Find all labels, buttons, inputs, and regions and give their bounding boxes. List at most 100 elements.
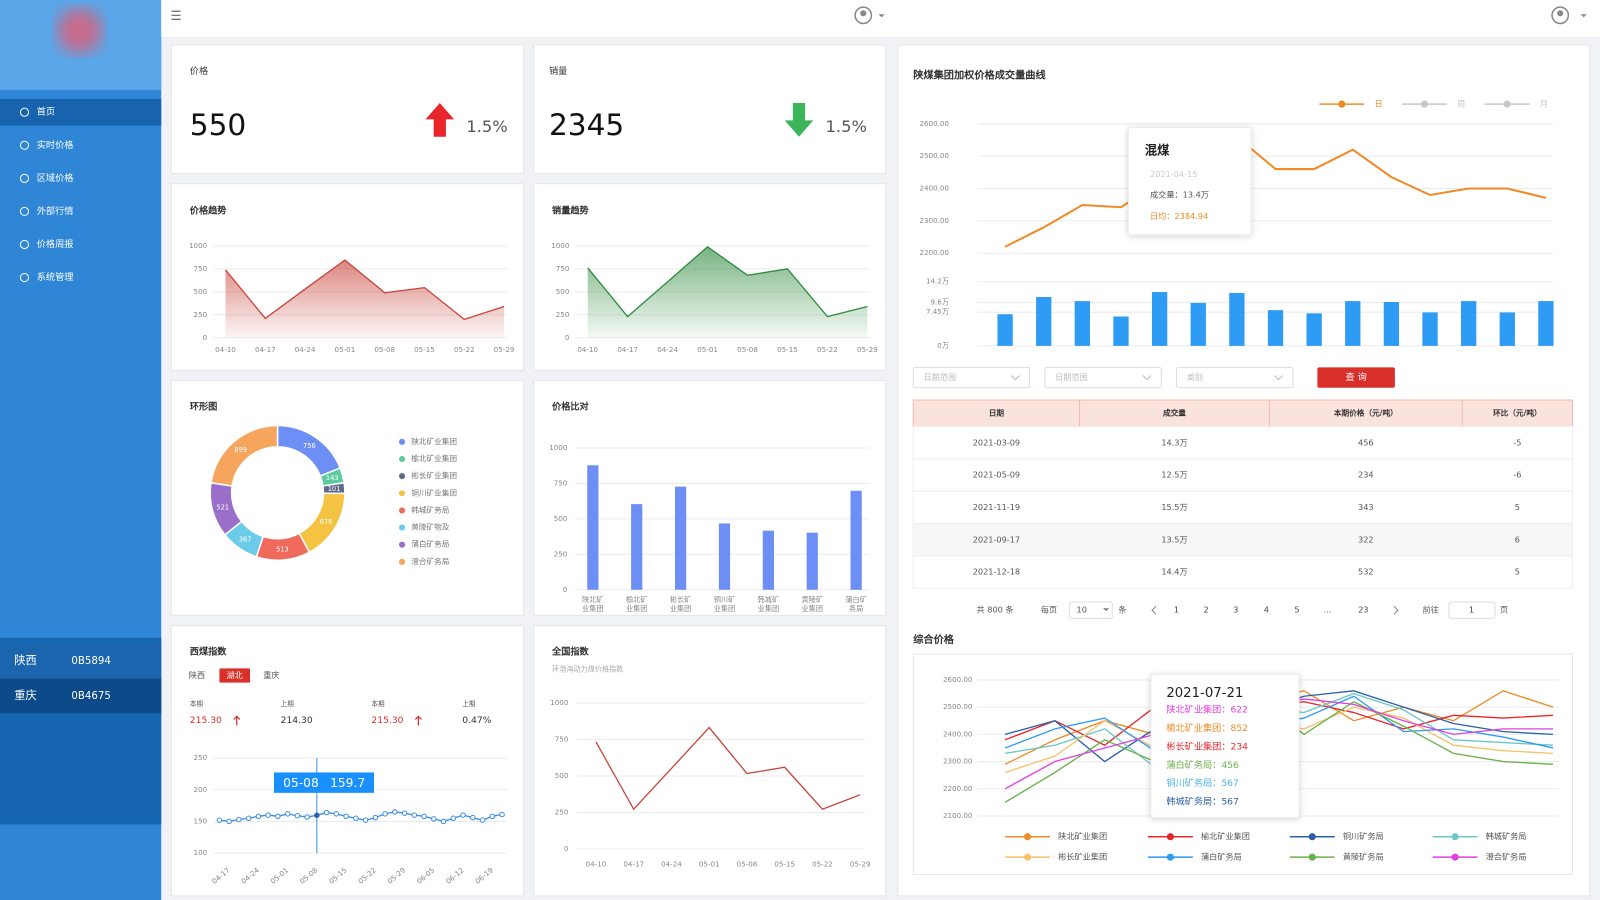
legend-dot <box>1166 853 1174 861</box>
menu-item[interactable]: 首页 <box>37 106 55 118</box>
page-number[interactable]: 23 <box>1358 605 1368 615</box>
y-tick-label: 500 <box>555 771 569 780</box>
query-button[interactable] <box>1317 367 1395 388</box>
y-tick-label: 2200.00 <box>920 248 950 257</box>
user-menu[interactable] <box>1551 6 1587 25</box>
tab[interactable]: 重庆 <box>263 670 279 680</box>
select-placeholder: 日期范围 <box>923 372 956 382</box>
slice-label: 678 <box>320 518 333 526</box>
legend-label[interactable]: 榆北矿业集团 <box>1201 831 1250 841</box>
stat-value: 215.30 <box>190 715 222 726</box>
prev-page[interactable] <box>1151 605 1157 615</box>
legend-label[interactable]: 韩城矿务局 <box>1486 831 1527 841</box>
next-page[interactable] <box>1393 605 1399 615</box>
legend-label[interactable]: 铜川矿业集团 <box>411 487 457 497</box>
table-cell: 2021-05-09 <box>973 470 1020 480</box>
point <box>245 815 252 822</box>
legend-label[interactable]: 澄合矿务局 <box>1486 852 1527 862</box>
legend-label[interactable]: 铜川矿务局 <box>1343 831 1384 841</box>
user-menu[interactable] <box>854 6 885 25</box>
line <box>587 245 868 318</box>
region-row <box>0 678 162 714</box>
page-number[interactable]: 1 <box>1174 605 1179 615</box>
y-tick-label: 150 <box>194 816 208 825</box>
legend-dot <box>1503 100 1511 108</box>
stat-label: 上期 <box>462 699 476 708</box>
tab-active <box>219 668 250 683</box>
y-tick-label: 250 <box>556 310 570 319</box>
menu-item[interactable]: 区域价格 <box>37 172 74 184</box>
legend-dot <box>398 541 406 548</box>
region-name[interactable]: 陕西 <box>14 653 36 667</box>
menu-item[interactable]: 实时价格 <box>37 139 74 151</box>
legend-label[interactable]: 周 <box>1457 99 1465 109</box>
stat-label: 本期 <box>190 699 204 708</box>
select[interactable] <box>912 366 1031 389</box>
legend-label[interactable]: 彬长矿业集团 <box>411 470 457 480</box>
select[interactable] <box>1176 366 1294 389</box>
menu-icon <box>19 173 30 183</box>
panel <box>533 44 887 174</box>
chart-title: 环形图 <box>190 401 218 413</box>
bar <box>1267 310 1284 346</box>
legend-label[interactable]: 蒲白矿务局 <box>1201 852 1242 862</box>
legend-label[interactable]: 黄陵矿务局 <box>1343 852 1384 862</box>
legend-label[interactable]: 日 <box>1374 99 1382 109</box>
menu-item[interactable]: 系统管理 <box>37 271 74 283</box>
table-cell: -6 <box>1513 470 1521 480</box>
page-number[interactable]: 4 <box>1264 605 1269 615</box>
legend-label[interactable]: 澄合矿务局 <box>411 556 449 566</box>
line <box>595 726 861 811</box>
x-tick-label: 05-22 <box>812 859 833 868</box>
tooltip-point <box>314 812 320 818</box>
legend-label[interactable]: 彬长矿业集团 <box>1058 852 1107 862</box>
legend-dot <box>398 438 406 445</box>
point <box>440 818 447 825</box>
legend-label[interactable]: 韩城矿务局 <box>411 504 449 514</box>
y-tick-label: 1000 <box>549 443 568 452</box>
page-size-select[interactable] <box>1068 601 1113 619</box>
stat-value: 215.30 <box>371 715 403 726</box>
legend-label[interactable]: 榆北矿业集团 <box>411 453 457 463</box>
tab[interactable]: 陕西 <box>189 670 205 680</box>
goto-value: 1 <box>1469 605 1474 615</box>
table-header <box>912 399 1573 428</box>
x-tick-label-box: 陕北矿业集团 <box>582 596 603 613</box>
goto-input[interactable] <box>1448 601 1496 619</box>
bar <box>587 465 599 590</box>
legend-label[interactable]: 黄陵矿物及 <box>411 522 450 532</box>
line <box>1004 135 1547 248</box>
y-tick-label: 0 <box>564 844 569 853</box>
y-tick-label: 0 <box>203 333 208 342</box>
select[interactable] <box>1044 366 1162 389</box>
table-cell: 14.3万 <box>1161 437 1187 447</box>
tab[interactable]: 湖北 <box>227 670 243 680</box>
legend-label[interactable]: 陕北矿业集团 <box>1058 831 1107 841</box>
x-tick-label: 04-24 <box>657 345 678 354</box>
page-number[interactable]: 3 <box>1233 605 1238 615</box>
table-cell: 14.4万 <box>1161 567 1187 577</box>
top-bar <box>161 0 1600 37</box>
table-cell: 532 <box>1358 567 1374 577</box>
legend-label[interactable]: 陕北矿业集团 <box>411 436 457 446</box>
legend-dot <box>1023 833 1032 841</box>
menu-item[interactable]: 价格周报 <box>37 238 74 250</box>
legend-label[interactable]: 月 <box>1540 99 1548 109</box>
menu-toggle[interactable] <box>171 10 181 21</box>
legend-dot <box>1308 833 1316 841</box>
page-number[interactable]: 2 <box>1204 605 1209 615</box>
bar <box>1229 292 1245 346</box>
menu-item[interactable]: 外部行情 <box>37 205 74 217</box>
region-name[interactable]: 重庆 <box>14 688 36 702</box>
x-tick-label: 05-22 <box>817 345 838 354</box>
legend-dot <box>398 455 406 463</box>
page-number[interactable]: 5 <box>1294 605 1299 615</box>
query-button-label[interactable]: 查 询 <box>1345 371 1366 383</box>
legend-label[interactable]: 蒲白矿务局 <box>411 539 449 549</box>
stat-value: 214.30 <box>281 715 313 726</box>
tooltip-item: 韩城矿务局：567 <box>1166 796 1239 808</box>
y-tick-label: 0 <box>565 333 570 342</box>
y-tick-label: 2200.00 <box>943 784 973 793</box>
page-number[interactable]: ... <box>1324 605 1332 615</box>
